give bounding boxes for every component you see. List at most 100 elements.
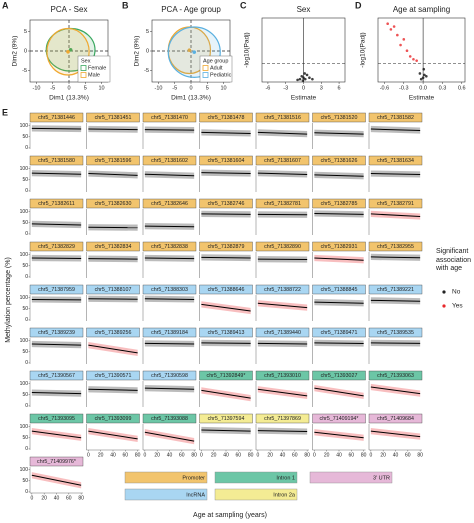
- x-axis-label: Age at sampling (years): [193, 512, 267, 519]
- x-tick-label: 80: [361, 452, 367, 458]
- facet-label: chr5_71393063: [377, 373, 414, 379]
- point: [389, 28, 393, 31]
- y-tick-label: 100: [20, 295, 29, 301]
- facet-strip: [312, 198, 366, 209]
- facet-label: chr5_71381451: [95, 115, 132, 121]
- y-tick-label: 50: [22, 306, 28, 312]
- trend-line: [88, 173, 138, 176]
- facet-label: chr5_71381470: [151, 115, 188, 121]
- facet-strip: [255, 370, 310, 381]
- y-tick-label: 0: [25, 403, 28, 409]
- y-tick-label: -5: [144, 68, 149, 74]
- facet-strip: [86, 284, 140, 295]
- facet-strip: [142, 327, 197, 338]
- point: [418, 72, 422, 75]
- x-tick-label: 80: [417, 452, 423, 458]
- facet-label: chr5_71392849*: [207, 373, 246, 379]
- legend-key: [80, 72, 87, 78]
- x-tick-label: 60: [123, 452, 129, 458]
- point: [311, 77, 314, 81]
- panel-title: Sex: [297, 5, 311, 14]
- x-tick-label: 0: [256, 452, 259, 458]
- x-tick-label: -5: [172, 85, 177, 91]
- facet-label: chr5_71389256: [95, 330, 132, 336]
- trend-line: [144, 387, 195, 390]
- facet-label: chr5_71381607: [264, 158, 301, 164]
- y-tick-label: 100: [20, 166, 29, 172]
- facet-strip: [199, 284, 253, 295]
- point: [405, 49, 409, 53]
- x-tick-label: 0.0: [419, 85, 427, 91]
- facet-strip: [86, 198, 140, 209]
- legend-label: No: [452, 289, 461, 296]
- facet-label: chr5_71409194*: [320, 416, 359, 422]
- legend-label: Adult: [210, 65, 223, 71]
- x-tick-label: 10: [220, 85, 226, 91]
- facet-label: chr5_71393088: [151, 416, 188, 422]
- legend-label: Pediatric: [210, 72, 232, 78]
- x-tick-label: 60: [405, 452, 411, 458]
- y-tick-label: 100: [20, 252, 29, 258]
- trend-line: [201, 131, 251, 134]
- facet-strip: [368, 413, 423, 424]
- point: [308, 76, 311, 80]
- x-tick-label: 0: [189, 85, 192, 91]
- facet-strip: [142, 241, 197, 252]
- point: [402, 38, 406, 41]
- x-tick-label: 40: [393, 452, 399, 458]
- facet-strip: [86, 413, 140, 424]
- facet-label: chr5_71381582: [377, 115, 414, 121]
- point: [300, 75, 304, 78]
- x-tick-label: -0.3: [399, 85, 408, 91]
- facet-label: chr5_71382611: [38, 201, 74, 207]
- y-tick-label: 5: [146, 29, 149, 35]
- trend-line: [201, 303, 251, 312]
- facet-label: chr5_71381634: [377, 158, 414, 164]
- facet-label: chr5_71389535: [377, 330, 414, 336]
- y-tick-label: -5: [22, 68, 27, 74]
- facet-label: chr5_71382890: [264, 244, 301, 250]
- point: [422, 67, 426, 71]
- x-tick-label: -10: [33, 85, 41, 91]
- facet-strip: [86, 241, 140, 252]
- trend-line: [88, 344, 138, 354]
- x-axis-label: Dim1 (13.3%): [171, 95, 211, 102]
- trend-line: [31, 343, 82, 346]
- facet-strip: [199, 112, 253, 123]
- x-tick-label: 0: [302, 85, 305, 91]
- panel-letter: D: [355, 0, 362, 10]
- y-axis-label: Dim2 (9%): [12, 36, 19, 67]
- x-tick-label: 80: [304, 452, 310, 458]
- x-axis-label: Estimate: [291, 95, 317, 102]
- y-tick-label: 100: [20, 209, 29, 215]
- facet-strip: [368, 327, 423, 338]
- legend-label: Male: [88, 72, 100, 78]
- facet-label: chr5_71389471: [321, 330, 358, 336]
- y-tick-label: 100: [20, 424, 29, 430]
- legend-label: Yes: [452, 303, 463, 310]
- region-label: Promoter: [182, 475, 205, 481]
- trend-line: [144, 257, 195, 260]
- x-tick-label: 20: [98, 452, 104, 458]
- point: [412, 57, 415, 61]
- facet-strip: [29, 198, 84, 209]
- facet-label: chr5_71382829: [38, 244, 75, 250]
- x-tick-label: 20: [41, 495, 47, 501]
- x-tick-label: 20: [324, 452, 330, 458]
- trend-line: [370, 213, 421, 218]
- y-tick-label: 0: [25, 360, 28, 366]
- y-tick-label: 50: [22, 177, 28, 183]
- facet-label: chr5_71397869: [264, 416, 301, 422]
- trend-line: [314, 342, 364, 345]
- region-label: Intron 1: [276, 475, 295, 481]
- x-tick-label: 5: [206, 85, 209, 91]
- facet-strip: [368, 112, 423, 123]
- x-tick-label: 5: [84, 85, 87, 91]
- point: [386, 22, 389, 25]
- y-tick-label: 0: [25, 231, 28, 237]
- facet-strip: [29, 112, 84, 123]
- y-axis-label: -log10(Padj): [360, 32, 367, 67]
- facet-strip: [312, 112, 366, 123]
- trend-line: [144, 173, 195, 177]
- facet-label: chr5_71389239: [38, 330, 75, 336]
